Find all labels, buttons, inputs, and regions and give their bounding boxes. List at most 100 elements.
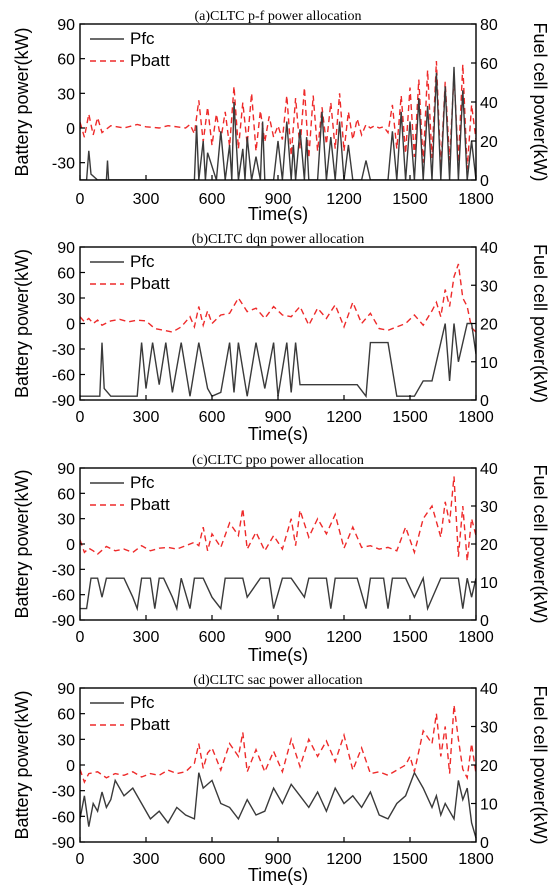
y2-tick-label: 60: [480, 56, 498, 73]
y-tick-label: 60: [57, 52, 75, 69]
x-tick-label: 300: [133, 851, 160, 868]
x-tick-label: 1500: [392, 629, 428, 646]
y2-tick-label: 20: [480, 317, 498, 334]
series-line-pfc: [80, 771, 476, 839]
y2-tick-label: 10: [480, 575, 498, 592]
x-tick-label: 0: [76, 409, 85, 426]
y-tick-label: 90: [57, 461, 75, 478]
series-line-pfc: [80, 575, 476, 612]
x-tick-label: 300: [133, 629, 160, 646]
y2-axis-label: Fuel cell power(kW): [530, 685, 550, 844]
x-tick-label: 600: [199, 851, 226, 868]
y2-tick-label: 20: [480, 537, 498, 554]
y-tick-label: -60: [52, 588, 75, 605]
chart-title: (c)CLTC ppo power allocation: [192, 453, 364, 468]
x-tick-label: 0: [76, 629, 85, 646]
x-axis-label: Time(s): [248, 204, 308, 224]
y-tick-label: -60: [52, 809, 75, 826]
x-tick-label: 900: [265, 191, 292, 208]
y-tick-label: -90: [52, 835, 75, 852]
x-tick-label: 1200: [326, 851, 362, 868]
y-tick-label: 90: [57, 681, 75, 698]
y-tick-label: -90: [52, 393, 75, 410]
legend-label-pbatt: Pbatt: [130, 715, 170, 734]
y-axis-label: Battery power(kW): [12, 469, 32, 618]
y-tick-label: -90: [52, 613, 75, 630]
x-tick-label: 1800: [458, 191, 494, 208]
y2-axis-label: Fuel cell power(kW): [530, 464, 550, 623]
x-tick-label: 900: [265, 409, 292, 426]
x-tick-label: 1500: [392, 191, 428, 208]
series-line-pfc: [80, 322, 476, 399]
x-tick-label: 0: [76, 851, 85, 868]
x-tick-label: 600: [199, 409, 226, 426]
x-tick-label: 600: [199, 191, 226, 208]
y2-axis-label: Fuel cell power(kW): [530, 22, 550, 181]
y-tick-label: -60: [52, 368, 75, 385]
series-line-pbatt: [80, 705, 476, 784]
y-axis-label: Battery power(kW): [12, 690, 32, 839]
x-tick-label: 300: [133, 409, 160, 426]
y2-tick-label: 0: [480, 173, 489, 190]
x-tick-label: 300: [133, 191, 160, 208]
x-tick-label: 600: [199, 629, 226, 646]
y2-axis-label: Fuel cell power(kW): [530, 244, 550, 403]
y2-tick-label: 40: [480, 461, 498, 478]
y-tick-label: 0: [66, 537, 75, 554]
y-tick-label: -30: [52, 784, 75, 801]
legend-label-pfc: Pfc: [130, 693, 155, 712]
y2-tick-label: 10: [480, 797, 498, 814]
legend-label-pfc: Pfc: [130, 29, 155, 48]
legend-label-pbatt: Pbatt: [130, 274, 170, 293]
y2-tick-label: 0: [480, 613, 489, 630]
y-tick-label: 60: [57, 707, 75, 724]
chart-title: (a)CLTC p-f power allocation: [194, 9, 361, 24]
x-tick-label: 1500: [392, 409, 428, 426]
y-tick-label: 0: [66, 317, 75, 334]
y2-tick-label: 0: [480, 393, 489, 410]
y-axis-label: Battery power(kW): [12, 249, 32, 398]
y2-tick-label: 0: [480, 835, 489, 852]
legend-label-pfc: Pfc: [130, 473, 155, 492]
x-axis-label: Time(s): [248, 424, 308, 444]
y-tick-label: 30: [57, 732, 75, 749]
y2-tick-label: 40: [480, 95, 498, 112]
y2-tick-label: 30: [480, 720, 498, 737]
y-tick-label: 60: [57, 266, 75, 283]
x-tick-label: 1800: [458, 629, 494, 646]
legend-label-pbatt: Pbatt: [130, 51, 170, 70]
legend-label-pfc: Pfc: [130, 252, 155, 271]
x-tick-label: 1800: [458, 851, 494, 868]
x-tick-label: 1500: [392, 851, 428, 868]
y-tick-label: 90: [57, 240, 75, 257]
x-tick-label: 1800: [458, 409, 494, 426]
x-axis-label: Time(s): [248, 865, 308, 885]
y-tick-label: 30: [57, 512, 75, 529]
x-tick-label: 1200: [326, 191, 362, 208]
y-tick-label: 30: [57, 86, 75, 103]
y2-tick-label: 30: [480, 499, 498, 516]
y-tick-label: 90: [57, 17, 75, 34]
x-tick-label: 1200: [326, 629, 362, 646]
y-tick-label: 60: [57, 486, 75, 503]
x-tick-label: 900: [265, 629, 292, 646]
chart-title: (d)CLTC sac power allocation: [193, 673, 362, 688]
y2-tick-label: 30: [480, 278, 498, 295]
y-tick-label: -30: [52, 156, 75, 173]
y2-tick-label: 40: [480, 240, 498, 257]
y-tick-label: -30: [52, 342, 75, 359]
legend-label-pbatt: Pbatt: [130, 495, 170, 514]
x-tick-label: 1200: [326, 409, 362, 426]
x-tick-label: 0: [76, 191, 85, 208]
series-line-pbatt: [80, 476, 476, 561]
series-line-pfc: [80, 66, 476, 180]
y2-tick-label: 20: [480, 134, 498, 151]
y-tick-label: -30: [52, 562, 75, 579]
series-line-pbatt: [80, 60, 476, 170]
y-tick-label: 30: [57, 291, 75, 308]
chart-title: (b)CLTC dqn power allocation: [192, 232, 365, 247]
